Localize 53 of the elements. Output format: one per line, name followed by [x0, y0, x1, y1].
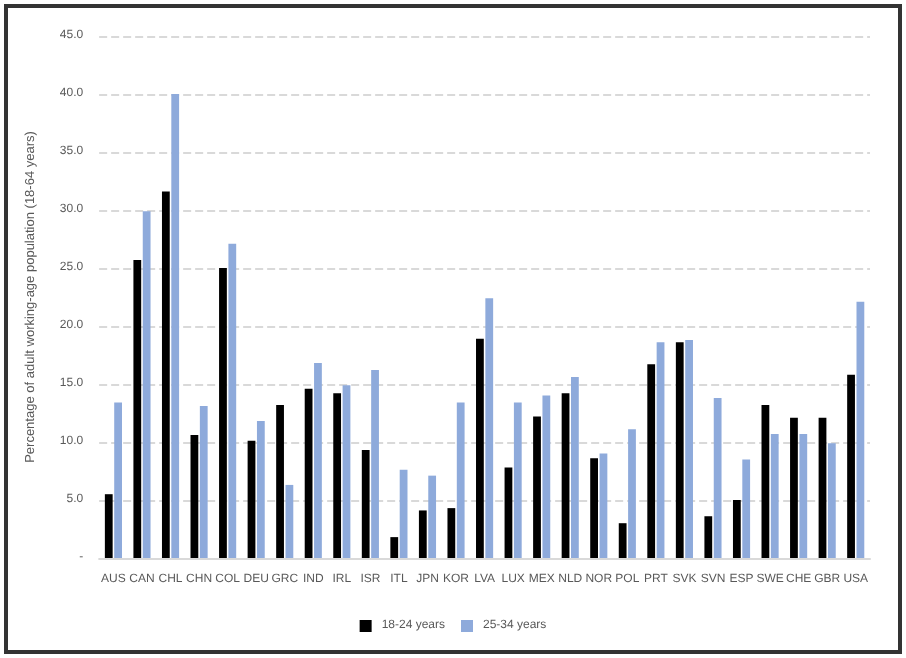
bar — [256, 421, 265, 558]
bar — [704, 516, 713, 558]
bar — [171, 94, 180, 558]
bar — [732, 500, 741, 558]
bar — [142, 211, 151, 558]
bar — [428, 475, 437, 558]
bar — [770, 433, 779, 558]
bar — [199, 406, 208, 558]
bar — [856, 301, 865, 558]
bar — [485, 298, 494, 558]
bar — [371, 370, 379, 558]
bar — [799, 433, 808, 558]
bar — [685, 339, 693, 558]
bar — [628, 429, 636, 558]
bar — [447, 508, 456, 558]
bar — [656, 342, 665, 558]
bar — [247, 440, 256, 558]
bar — [761, 404, 770, 558]
bar — [818, 417, 827, 558]
bar — [361, 450, 370, 558]
bar — [314, 363, 322, 558]
bar — [476, 338, 484, 558]
bar — [713, 397, 722, 558]
bar — [399, 469, 408, 558]
bar — [675, 342, 684, 558]
bar — [304, 388, 313, 558]
bar — [590, 458, 598, 558]
bar — [571, 377, 579, 558]
bar — [647, 364, 656, 558]
bar — [418, 510, 427, 558]
bar — [276, 404, 284, 558]
bar — [390, 537, 399, 558]
bar — [827, 443, 836, 558]
bar — [742, 459, 751, 558]
bar — [104, 494, 113, 558]
bar — [599, 453, 608, 558]
bar — [533, 416, 541, 558]
bar — [790, 417, 798, 558]
bar — [456, 402, 465, 558]
bar — [219, 268, 227, 558]
bar — [133, 259, 142, 558]
bar — [513, 402, 522, 558]
bar — [561, 393, 570, 558]
bar — [228, 243, 237, 558]
bar — [333, 393, 342, 558]
bar — [285, 484, 294, 558]
bar — [114, 402, 122, 558]
bar — [542, 395, 551, 558]
bar — [342, 385, 351, 558]
bar — [618, 523, 627, 558]
bar — [190, 435, 199, 558]
bar — [847, 374, 855, 558]
bar — [161, 191, 170, 558]
